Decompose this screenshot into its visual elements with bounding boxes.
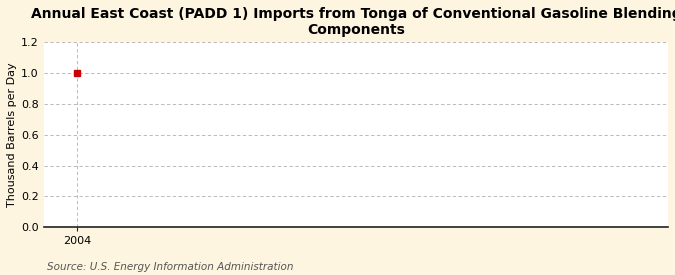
Text: Source: U.S. Energy Information Administration: Source: U.S. Energy Information Administ… (47, 262, 294, 272)
Y-axis label: Thousand Barrels per Day: Thousand Barrels per Day (7, 62, 17, 207)
Title: Annual East Coast (PADD 1) Imports from Tonga of Conventional Gasoline Blending
: Annual East Coast (PADD 1) Imports from … (30, 7, 675, 37)
